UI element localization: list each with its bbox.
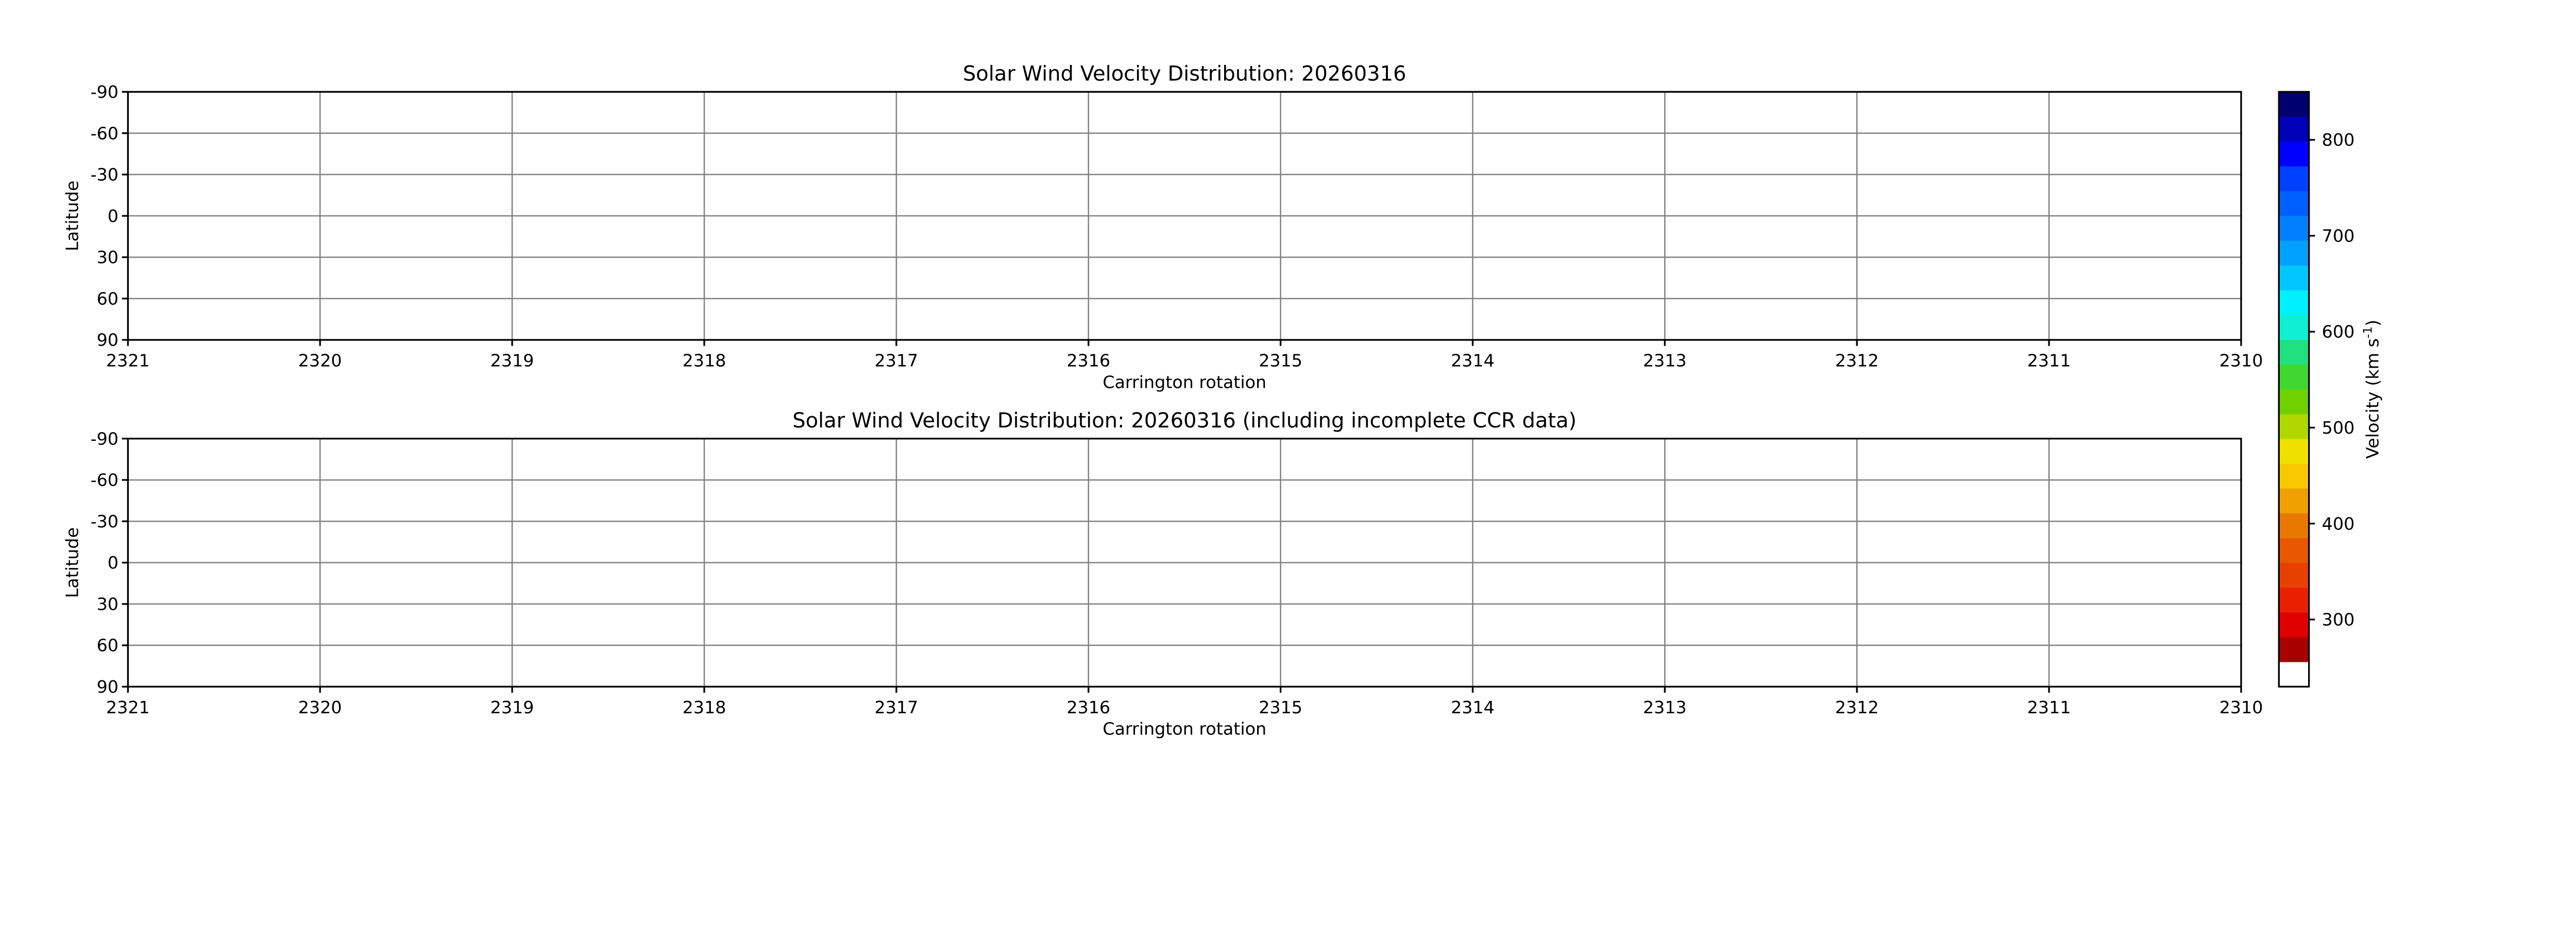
colorbar-band — [2279, 364, 2309, 390]
y-tick-label: 30 — [97, 594, 118, 614]
panel-2: 2321 2320 2319 2318 2317 2316 2315 2314 2313 2312… — [62, 409, 2263, 739]
colorbar-tick-label: 700 — [2322, 226, 2355, 246]
colorbar-band — [2279, 414, 2309, 439]
colorbar-band — [2279, 662, 2309, 687]
x-tick-label: 2313 — [1643, 351, 1687, 371]
colorbar-band — [2279, 265, 2309, 290]
colorbar-label-close: ) — [2363, 320, 2383, 327]
x-tick-label: 2315 — [1259, 697, 1302, 717]
colorbar-band — [2279, 141, 2309, 167]
y-tick-label: -90 — [91, 82, 118, 102]
x-tick-label: 2314 — [1451, 351, 1495, 371]
chart-title: Solar Wind Velocity Distribution: 202603… — [963, 62, 1406, 86]
x-tick-label: 2319 — [490, 697, 534, 717]
x-tick-label: 2310 — [2219, 697, 2263, 717]
colorbar-band — [2279, 612, 2309, 638]
x-tick-label: 2318 — [683, 697, 726, 717]
x-tick-label: 2311 — [2027, 697, 2071, 717]
x-tick-label: 2314 — [1451, 697, 1495, 717]
x-tick-label: 2316 — [1066, 697, 1110, 717]
colorbar: 300 400 500 600 700 800 Velocity (km s-1) — [2278, 91, 2383, 688]
x-tick-label: 2318 — [683, 351, 726, 371]
y-tick-label: -90 — [91, 428, 118, 449]
y-tick-label: -30 — [91, 511, 118, 531]
figure: 2321 2320 2319 2318 2317 2316 2315 2314 2313 2312… — [62, 62, 2383, 739]
colorbar-band — [2279, 92, 2309, 117]
colorbar-band — [2279, 488, 2309, 513]
colorbar-band — [2279, 191, 2309, 216]
y-tick-label: 30 — [97, 247, 118, 267]
panel-1: 2321 2320 2319 2318 2317 2316 2315 2314 2313 2312… — [62, 62, 2263, 392]
colorbar-band — [2279, 538, 2309, 563]
y-axis-label: Latitude — [62, 527, 82, 598]
colorbar-tick-label: 500 — [2322, 418, 2355, 438]
colorbar-label-text: Velocity (km s — [2363, 338, 2383, 459]
colorbar-band — [2279, 339, 2309, 365]
colorbar-band — [2279, 315, 2309, 340]
colorbar-tick-label: 400 — [2322, 513, 2355, 534]
colorbar-band — [2279, 166, 2309, 192]
y-axis-label: Latitude — [62, 181, 82, 251]
y-tick-label: 0 — [108, 206, 118, 226]
x-axis-label: Carrington rotation — [1103, 372, 1266, 392]
y-tick-label: 60 — [97, 636, 118, 656]
colorbar-frame — [2278, 91, 2310, 688]
x-tick-label: 2320 — [298, 351, 342, 371]
axes-frame — [127, 91, 2242, 341]
x-tick-label: 2317 — [874, 351, 918, 371]
x-tick-label: 2321 — [106, 697, 150, 717]
x-tick-label: 2317 — [874, 697, 918, 717]
axes-frame — [127, 438, 2242, 688]
x-tick-label: 2315 — [1259, 351, 1302, 371]
x-tick-label: 2313 — [1643, 697, 1687, 717]
colorbar-band — [2279, 389, 2309, 415]
chart-title: Solar Wind Velocity Distribution: 202603… — [792, 409, 1577, 433]
y-tick-label: -60 — [91, 123, 118, 143]
x-tick-label: 2321 — [106, 351, 150, 371]
x-tick-label: 2320 — [298, 697, 342, 717]
colorbar-band — [2279, 290, 2309, 315]
colorbar-label-exponent: -1 — [2360, 327, 2375, 338]
colorbar-band — [2279, 439, 2309, 464]
colorbar-band — [2279, 116, 2309, 142]
x-tick-label: 2312 — [1835, 697, 1879, 717]
colorbar-tick-label: 300 — [2322, 610, 2355, 630]
colorbar-band — [2279, 637, 2309, 662]
x-tick-label: 2311 — [2027, 351, 2071, 371]
colorbar-tick-label: 600 — [2322, 322, 2355, 342]
x-tick-label: 2310 — [2219, 351, 2263, 371]
colorbar-band — [2279, 587, 2309, 613]
y-tick-label: 0 — [108, 553, 118, 573]
colorbar-band — [2279, 215, 2309, 241]
colorbar-band — [2279, 241, 2309, 266]
colorbar-band — [2279, 464, 2309, 489]
colorbar-label: Velocity (km s-1) — [2360, 320, 2382, 459]
colorbar-band — [2279, 562, 2309, 588]
y-tick-label: -30 — [91, 165, 118, 185]
colorbar-tick-label: 800 — [2322, 130, 2355, 150]
colorbar-band — [2279, 513, 2309, 538]
x-tick-label: 2312 — [1835, 351, 1879, 371]
y-tick-label: 90 — [97, 677, 118, 697]
y-tick-label: 60 — [97, 288, 118, 308]
x-tick-label: 2319 — [490, 351, 534, 371]
y-tick-label: 90 — [97, 330, 118, 350]
x-tick-label: 2316 — [1066, 351, 1110, 371]
x-axis-label: Carrington rotation — [1103, 719, 1266, 739]
y-tick-label: -60 — [91, 470, 118, 490]
